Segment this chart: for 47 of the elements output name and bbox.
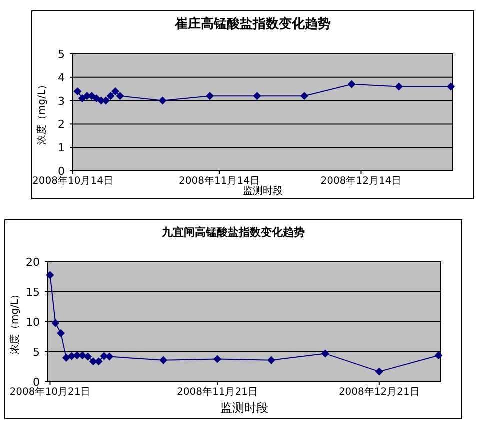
point: [78, 352, 87, 360]
y-tick-label: 20: [26, 256, 40, 269]
chart-title: 崔庄高锰酸盐指数变化趋势: [174, 16, 331, 32]
point: [321, 350, 330, 358]
point: [46, 271, 54, 280]
point: [52, 319, 60, 328]
point: [106, 92, 115, 100]
y-tick-label: 2: [58, 118, 65, 132]
point: [84, 352, 92, 361]
point: [300, 92, 309, 100]
point: [206, 92, 214, 100]
point: [112, 87, 120, 96]
point: [74, 87, 82, 96]
point: [434, 352, 443, 360]
point: [57, 329, 66, 338]
x-tick-label: 2008年12月21日: [338, 386, 420, 398]
y-tick-label: 4: [58, 71, 65, 84]
point: [253, 92, 262, 100]
point: [160, 356, 168, 364]
point: [106, 352, 114, 361]
x-tick-label: 2008年10月14日: [32, 175, 114, 187]
y-tick-label: 10: [26, 316, 40, 329]
y-tick-label: 5: [58, 48, 65, 61]
point: [78, 94, 86, 102]
point: [375, 368, 384, 376]
point: [116, 92, 124, 100]
point: [395, 82, 404, 91]
point: [447, 82, 456, 91]
x-tick-label: 2008年11月14日: [179, 175, 260, 187]
point: [158, 96, 167, 105]
x-tick-label: 2008年10月21日: [10, 386, 91, 398]
y-tick-label: 3: [58, 94, 65, 108]
y-tick-label: 15: [26, 286, 40, 299]
y-axis-title: 浓度（mg/L）: [9, 289, 21, 355]
point: [92, 94, 101, 102]
x-tick-label: 2008年12月14日: [320, 175, 402, 187]
point: [348, 80, 356, 88]
point: [62, 354, 70, 362]
y-tick-label: 5: [33, 346, 40, 359]
y-axis-title: 浓度（mg/L）: [36, 80, 48, 146]
point: [214, 355, 222, 364]
chart-title: 九宜闸高锰酸盐指数变化趋势: [161, 226, 305, 239]
y-tick-label: 1: [58, 142, 65, 155]
x-axis-title: 监测时段: [220, 401, 268, 415]
x-axis-title: 监测时段: [243, 185, 283, 197]
point: [267, 356, 276, 364]
x-tick-label: 2008年11月21日: [177, 386, 258, 398]
